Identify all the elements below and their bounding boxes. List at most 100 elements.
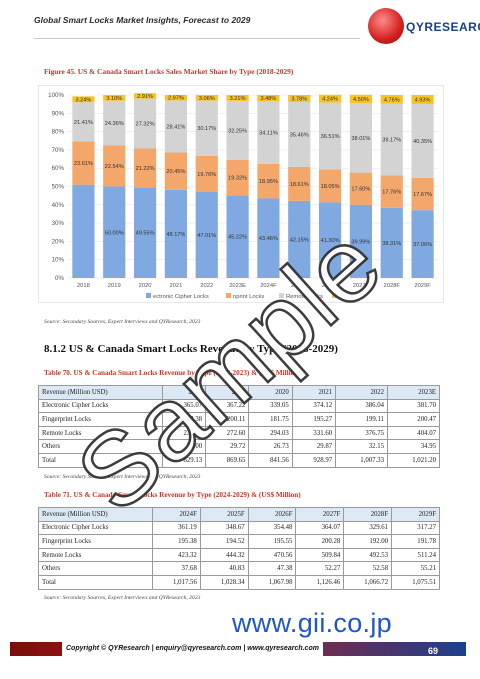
data-label: 2.91%	[137, 94, 153, 100]
bar-segment	[72, 141, 95, 185]
row-label: Others	[37, 561, 154, 576]
column-header: Revenue (Million USD)	[38, 385, 163, 400]
column-header: 2019	[205, 385, 250, 400]
data-label: 17.76%	[382, 190, 401, 196]
data-label: 3.78%	[291, 96, 307, 102]
x-tick-label: 2025F	[291, 283, 308, 289]
bar-segment	[411, 210, 434, 278]
data-label: 42.15%	[290, 237, 309, 243]
table-cell: 200.28	[295, 534, 345, 549]
table-cell: 317.27	[391, 520, 440, 536]
data-label: 38.01%	[351, 136, 370, 142]
table70: Revenue (Million USD) 2018 2019 2020 2021 202…	[38, 385, 440, 468]
row-label: Remote Locks	[37, 547, 154, 563]
bar-segment	[226, 159, 249, 196]
y-tick-label: 80%	[52, 129, 65, 136]
page-header: Global Smart Locks Market Insights, Fore…	[0, 0, 480, 52]
data-label: 19.76%	[197, 172, 216, 178]
x-tick-label: 2020	[139, 283, 152, 289]
data-label: 4.93%	[415, 97, 431, 103]
table-row: Others 37.68 40.83 47.38 52.27 52.58 55.21	[37, 561, 440, 576]
table-row: Electronic Cipher Locks 361.19 348.67 354.4…	[37, 520, 440, 536]
table-header-row: Revenue (Million USD) 2018 2019 2020 2021 202…	[38, 385, 440, 400]
bar-segment	[349, 94, 373, 104]
table-cell: 29.72	[205, 439, 250, 454]
data-label: 49.55%	[136, 231, 155, 237]
table-cell: 47.38	[247, 561, 297, 576]
table-cell: 200.47	[387, 412, 440, 427]
data-label: 24.36%	[105, 121, 124, 127]
table-cell: 354.48	[247, 520, 297, 536]
table71-source: Source: Secondary Sources, Expert Interv…	[44, 595, 201, 601]
data-label: 3.21%	[230, 96, 246, 102]
data-label: 3.06%	[199, 96, 215, 102]
table-cell: 191.78	[391, 534, 440, 549]
qyresearch-logo: QYRESEARCH	[368, 8, 480, 48]
legend-swatch	[226, 293, 231, 298]
report-title: Global Smart Locks Market Insights, Fore…	[34, 15, 251, 25]
table-cell: 511.24	[391, 547, 440, 563]
bar-segment	[257, 101, 280, 164]
data-label: 22.54%	[105, 164, 124, 170]
data-label: 38.31%	[382, 241, 401, 247]
bar-segment	[226, 195, 249, 278]
legend-label: Others	[339, 294, 356, 300]
column-header: 2026F	[247, 507, 297, 522]
table-cell: 361.19	[152, 520, 201, 536]
table71: Revenue (Million USD) 2024F 2025F 2026F 2027…	[37, 507, 440, 590]
table-cell: 26.73	[248, 439, 293, 454]
bar-segment	[195, 155, 218, 192]
table-cell: 181.75	[248, 412, 293, 427]
column-header: 2025F	[199, 507, 249, 522]
column-header: 2023E	[387, 385, 440, 400]
table-cell: 348.67	[199, 520, 249, 536]
table-cell: 195.27	[291, 412, 337, 427]
row-label: Fingerprint Locks	[38, 412, 163, 427]
data-label: 18.05%	[321, 184, 340, 190]
table-cell: 444.32	[199, 547, 249, 563]
column-header: 2027F	[295, 507, 345, 522]
data-label: 21.41%	[74, 120, 93, 126]
x-tick-label: 2024F	[260, 283, 277, 289]
x-tick-label: 2028F	[384, 283, 401, 289]
data-label: 3.48%	[260, 96, 276, 102]
data-label: 3.24%	[75, 97, 91, 103]
table-header-row: Revenue (Million USD) 2024F 2025F 2026F 2027…	[37, 507, 440, 522]
table-row: Remote Locks 230.68 272.60 294.03 331.60 376.…	[38, 425, 440, 441]
x-tick-label: 2023E	[229, 283, 246, 289]
y-tick-label: 20%	[52, 238, 65, 245]
table-cell: 869.65	[205, 452, 250, 468]
table-cell: 272.60	[205, 425, 250, 441]
table-cell: 423.32	[152, 547, 201, 563]
x-tick-label: 2021	[169, 283, 182, 289]
table-row: Remote Locks 423.32 444.32 470.56 509.84 492.…	[37, 547, 440, 563]
bar-segment	[411, 94, 434, 105]
table-cell: 1,067.98	[247, 574, 297, 590]
x-tick-label: 2027F	[353, 283, 370, 289]
table-cell: 365.07	[161, 398, 207, 414]
row-label: Total	[37, 574, 154, 590]
table-cell: 30.00	[161, 439, 207, 454]
bar-segment	[133, 187, 157, 278]
table-cell: 195.55	[247, 534, 297, 549]
table-cell: 192.00	[343, 534, 393, 549]
data-label: 27.32%	[136, 121, 155, 127]
column-header: 2018	[161, 385, 207, 400]
y-tick-label: 40%	[52, 202, 65, 209]
figure-source: Source: Secondary Sources, Expert Interv…	[44, 319, 201, 325]
bar-segment	[72, 102, 95, 142]
table-cell: 509.84	[295, 547, 345, 563]
table-row: Electronic Cipher Locks 365.07 367.22 339.0…	[38, 398, 440, 414]
bar-segment	[288, 101, 311, 167]
bar-segment	[164, 189, 188, 278]
data-label: 41.30%	[321, 238, 340, 244]
table-cell: 367.22	[205, 398, 250, 414]
legend-label: nprint Locks	[233, 294, 264, 300]
table-cell: 194.52	[199, 534, 249, 549]
table-cell: 381.70	[387, 398, 440, 414]
globe-icon	[368, 8, 404, 44]
bar-segment	[103, 145, 126, 187]
table-cell: 329.61	[343, 520, 393, 536]
table-row: Total 829.13 869.65 841.56 928.97 1,007.33 1,0…	[38, 452, 440, 468]
row-label: Remote Locks	[38, 425, 163, 441]
